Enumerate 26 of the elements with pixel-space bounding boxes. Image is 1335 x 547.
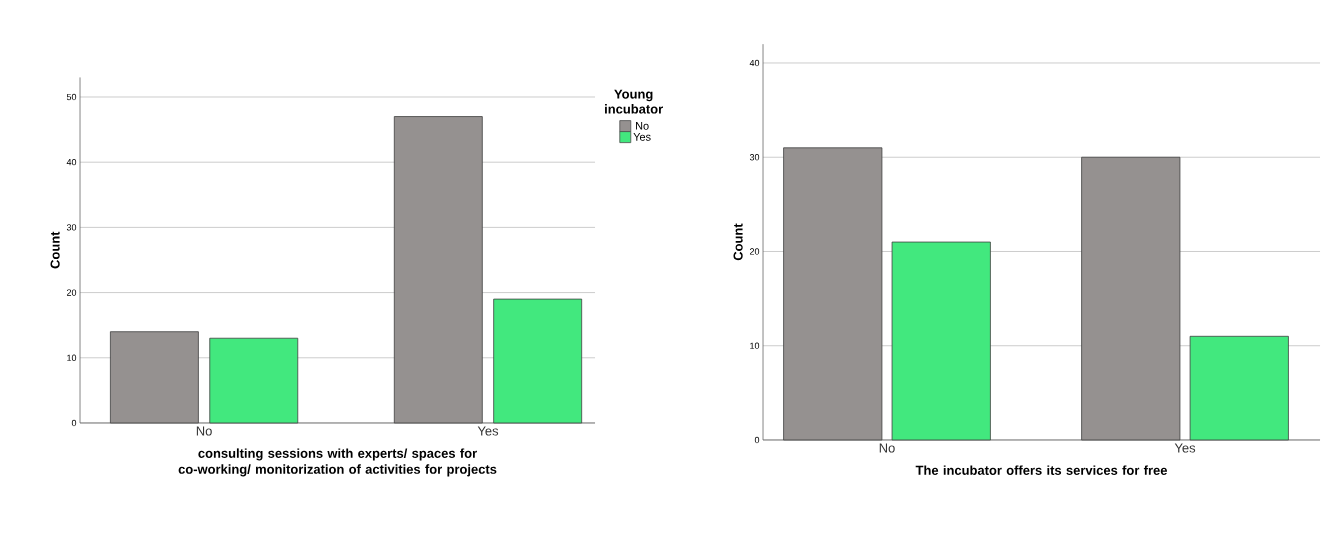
legend-label: Yes [633,133,651,141]
bar [493,298,583,424]
y-tick-label: 10 [67,354,77,361]
bar [109,331,199,424]
y-axis-title: Count [733,223,743,261]
bar [1189,335,1289,441]
y-tick-label: 40 [749,59,760,67]
bar [891,241,991,441]
y-tick-label: 0 [71,419,77,427]
legend-title: Young incubator [605,89,663,114]
y-tick-label: 0 [754,436,760,444]
y-tick-label: 30 [66,224,77,231]
bar [1081,156,1181,441]
bar [783,147,883,441]
y-axis-title: Count [50,231,60,269]
y-tick-label: 50 [66,93,77,101]
y-tick-label: 30 [749,154,760,161]
y-tick-label: 10 [750,342,760,349]
legend-label: No [636,122,649,130]
bar [209,337,299,424]
x-axis-title: The incubator offers its services for free [915,465,1167,475]
bar [393,116,483,424]
y-tick-label: 20 [749,248,760,255]
y-tick-label: 40 [66,159,77,166]
x-axis-title: consulting sessions with experts/ spaces for co-working/ monitorization of activities for projects [178,448,497,477]
y-tick-label: 20 [66,289,77,296]
